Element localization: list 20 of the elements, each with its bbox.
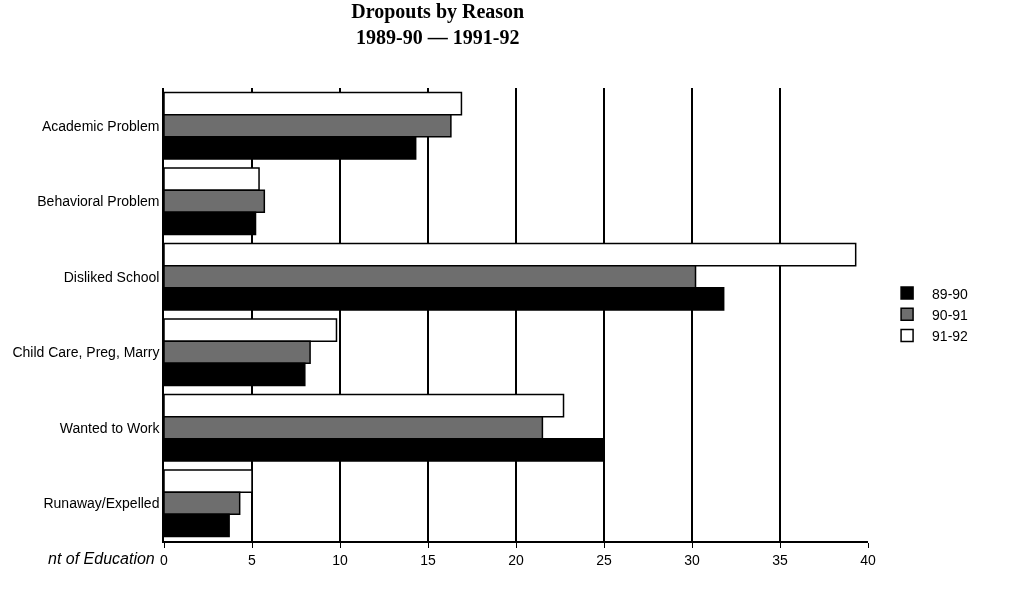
legend-label: 91-92 [932, 327, 969, 344]
y-tick-label: Wanted to Work [59, 419, 161, 436]
chart-title: Dropouts by Reason 1989-90 — 1991-92 [351, 0, 525, 48]
legend-label: 90-91 [932, 306, 969, 323]
y-tick-label: Disliked School [63, 268, 160, 285]
x-tick-label: 10 [332, 551, 348, 568]
y-tick-label: Runaway/Expelled [43, 495, 160, 512]
x-tick-label: 20 [508, 551, 524, 568]
x-tick-label: 40 [860, 551, 876, 568]
x-tick-label: 5 [248, 551, 257, 568]
legend-label: 89-90 [932, 285, 969, 302]
y-tick-label: Child Care, Preg, Marry [12, 344, 160, 361]
y-tick-label: Behavioral Problem [37, 193, 160, 210]
x-tick-label: 35 [772, 551, 788, 568]
y-tick-label: Academic Problem [41, 117, 160, 134]
x-tick-label: 30 [684, 551, 700, 568]
x-tick-label: 15 [420, 551, 436, 568]
text: nt of Education [48, 550, 155, 567]
x-tick-label: 0 [160, 551, 169, 568]
x-tick-label: 25 [596, 551, 612, 568]
